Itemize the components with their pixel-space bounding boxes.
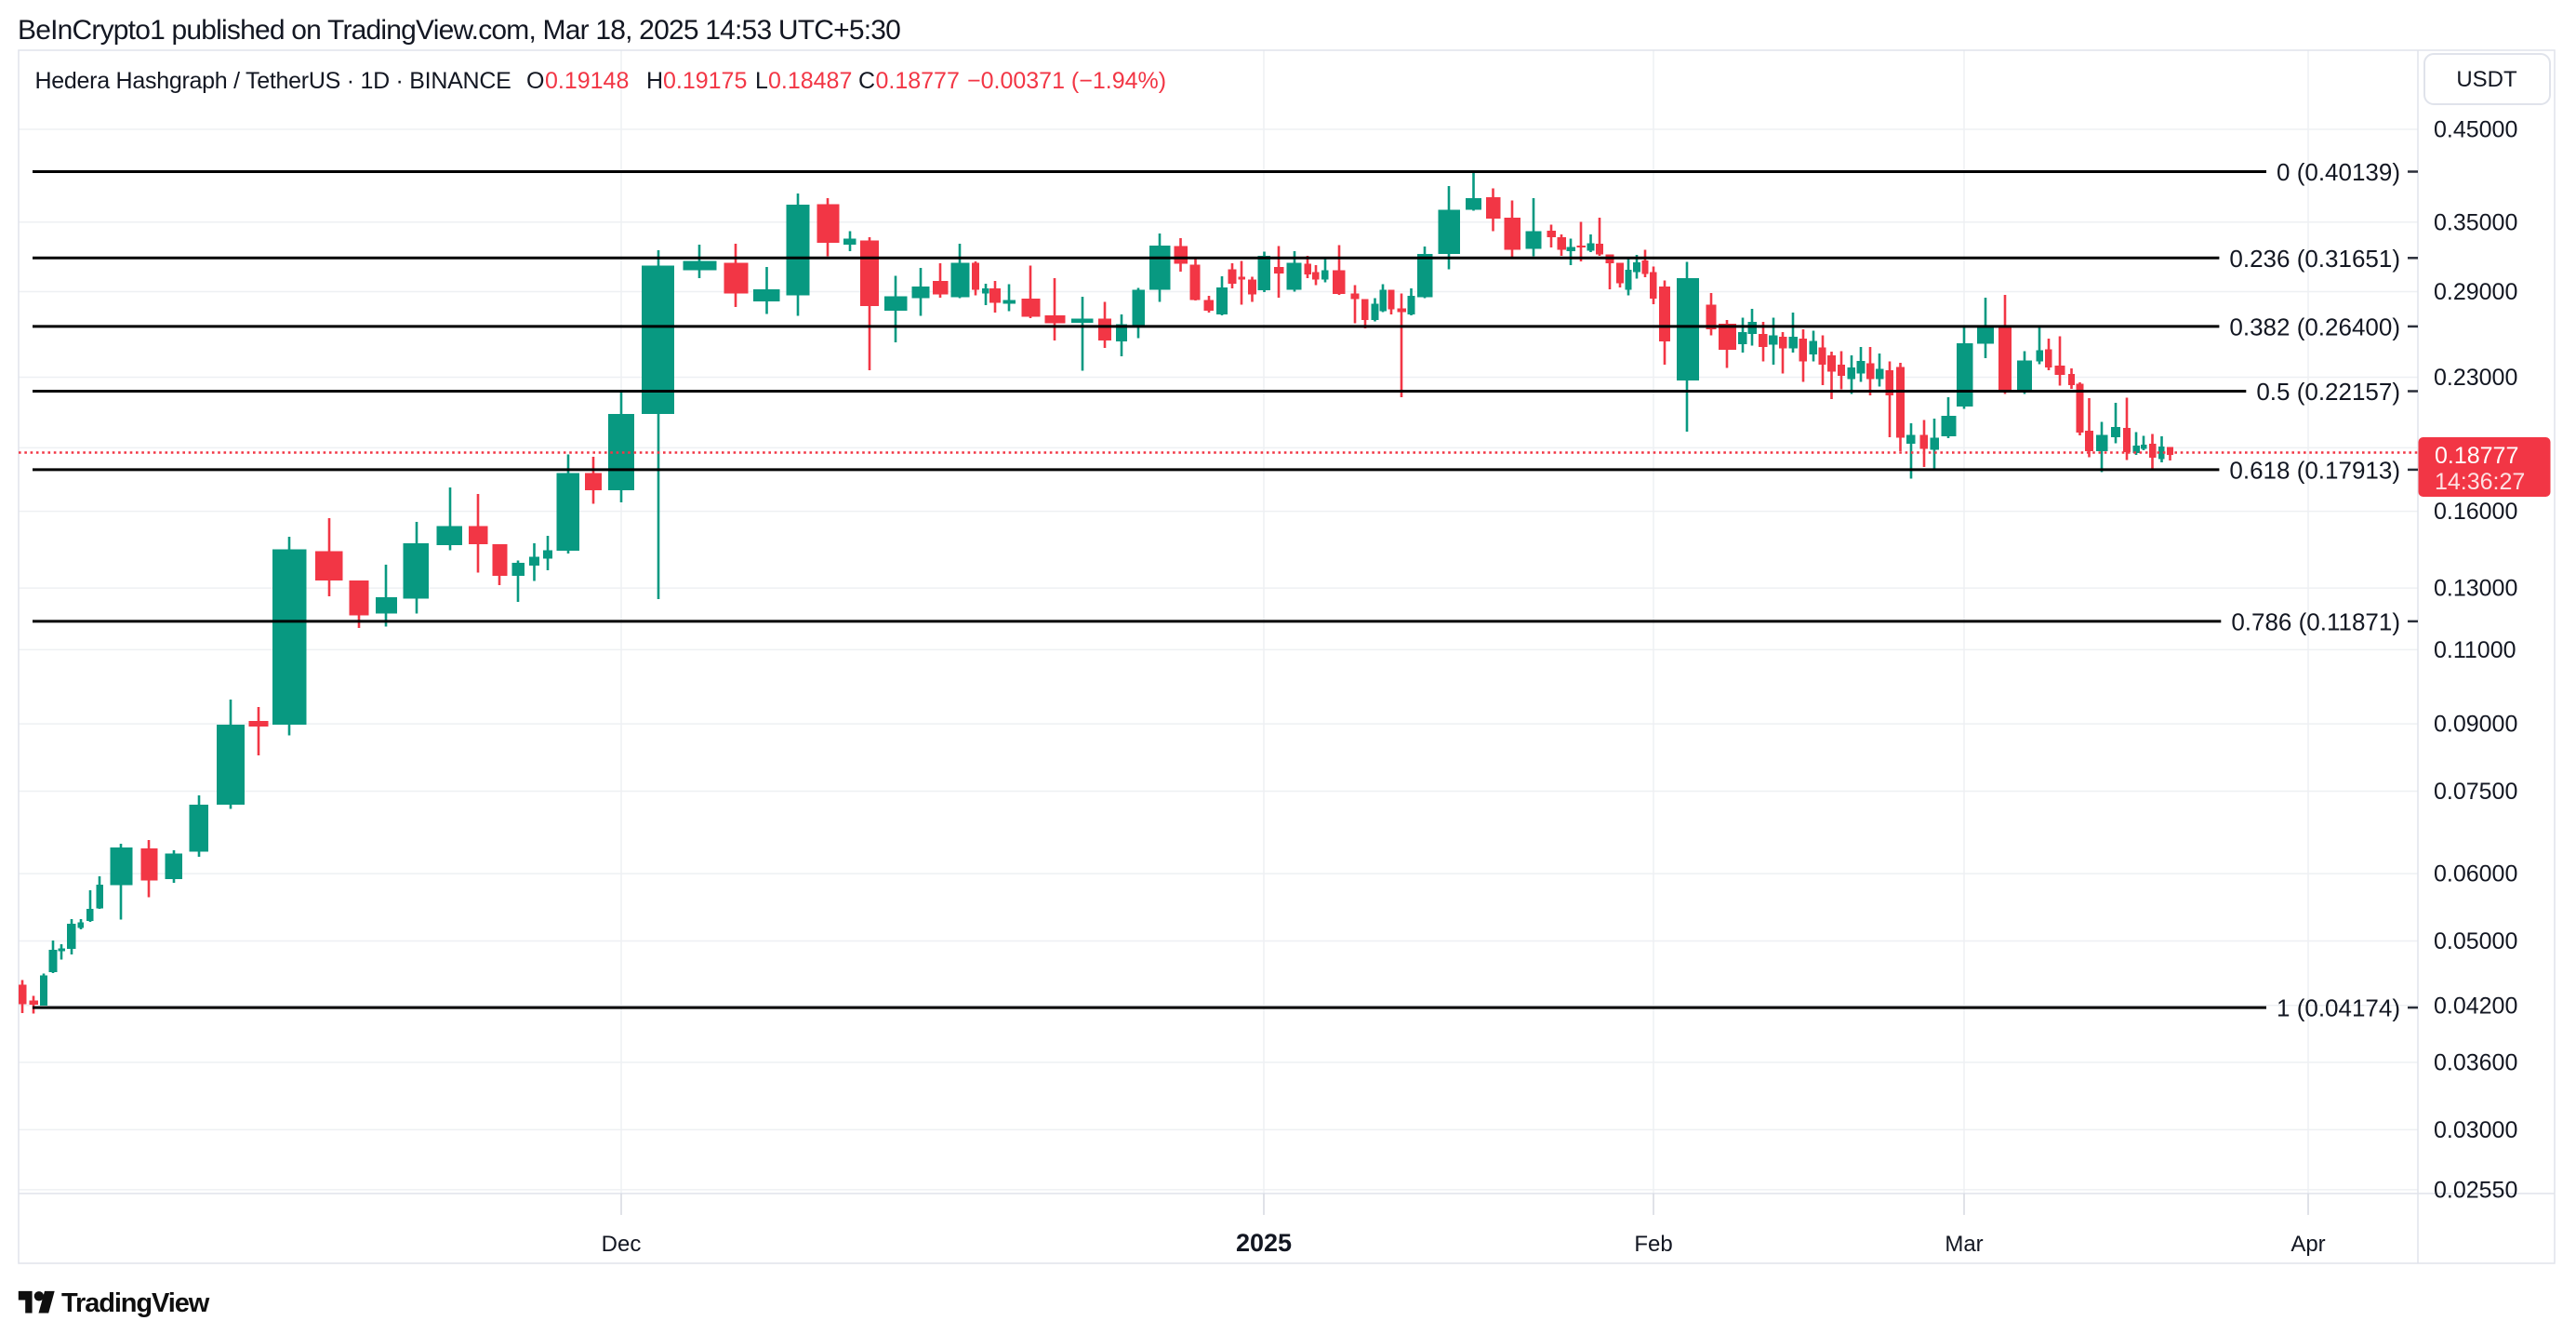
- svg-text:0.03000: 0.03000: [2434, 1117, 2517, 1143]
- svg-text:0.35000: 0.35000: [2434, 209, 2517, 235]
- svg-text:H: H: [646, 68, 663, 94]
- svg-text:0.05000: 0.05000: [2434, 928, 2517, 954]
- svg-text:0.618 (0.17913): 0.618 (0.17913): [2229, 456, 2400, 484]
- svg-text:0.382 (0.26400): 0.382 (0.26400): [2229, 313, 2400, 340]
- svg-text:C: C: [858, 68, 875, 94]
- svg-text:0.02550: 0.02550: [2434, 1177, 2517, 1203]
- svg-text:0.09000: 0.09000: [2434, 712, 2517, 738]
- svg-text:0.18777: 0.18777: [876, 68, 960, 94]
- svg-text:0.11000: 0.11000: [2434, 637, 2516, 663]
- svg-text:0.04200: 0.04200: [2434, 993, 2517, 1019]
- svg-text:0.5 (0.22157): 0.5 (0.22157): [2256, 378, 2400, 406]
- svg-text:0.13000: 0.13000: [2434, 576, 2517, 602]
- svg-text:0 (0.40139): 0 (0.40139): [2277, 158, 2400, 186]
- svg-text:Dec: Dec: [602, 1232, 642, 1257]
- svg-text:0.19175: 0.19175: [663, 68, 747, 94]
- svg-text:0.23000: 0.23000: [2434, 365, 2517, 391]
- svg-text:BeInCrypto1 published on Tradi: BeInCrypto1 published on TradingView.com…: [18, 15, 900, 46]
- svg-text:−0.00371 (−1.94%): −0.00371 (−1.94%): [967, 68, 1166, 94]
- svg-text:14:36:27: 14:36:27: [2435, 469, 2525, 495]
- svg-text:0.18777: 0.18777: [2435, 443, 2518, 469]
- svg-text:Apr: Apr: [2291, 1232, 2325, 1257]
- svg-text:0.19148: 0.19148: [545, 68, 629, 94]
- svg-text:Feb: Feb: [1634, 1232, 1672, 1257]
- svg-text:0.07500: 0.07500: [2434, 779, 2517, 805]
- svg-text:0.18487: 0.18487: [768, 68, 852, 94]
- svg-text:1 (0.04174): 1 (0.04174): [2277, 994, 2400, 1022]
- svg-text:0.45000: 0.45000: [2434, 117, 2517, 143]
- svg-text:L: L: [755, 68, 768, 94]
- svg-text:0.06000: 0.06000: [2434, 861, 2517, 887]
- svg-text:0.29000: 0.29000: [2434, 279, 2517, 305]
- svg-text:0.786 (0.11871): 0.786 (0.11871): [2231, 607, 2400, 635]
- svg-text:Mar: Mar: [1945, 1232, 1983, 1257]
- svg-text:USDT: USDT: [2456, 67, 2517, 92]
- svg-text:0.03600: 0.03600: [2434, 1050, 2517, 1076]
- svg-text:0.236 (0.31651): 0.236 (0.31651): [2229, 245, 2400, 273]
- svg-text:0.16000: 0.16000: [2434, 499, 2517, 525]
- svg-text:2025: 2025: [1236, 1229, 1292, 1257]
- svg-text:TradingView: TradingView: [61, 1288, 210, 1318]
- svg-text:Hedera Hashgraph / TetherUS ·: Hedera Hashgraph / TetherUS · 1D · BINAN…: [35, 68, 511, 94]
- svg-text:O: O: [526, 68, 544, 94]
